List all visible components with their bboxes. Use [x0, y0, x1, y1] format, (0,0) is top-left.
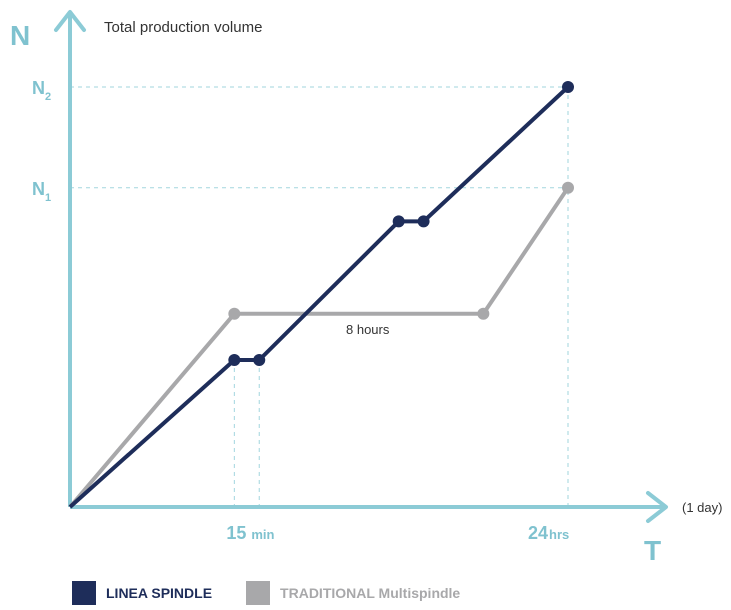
x-axis-letter: T: [644, 535, 661, 566]
annotation-8-hours: 8 hours: [346, 322, 390, 337]
y-axis-arrow: [54, 10, 86, 32]
x-tick-label-1: 24hrs: [528, 523, 569, 543]
tick-labels: N2 N1 15 min 24hrs: [32, 78, 569, 543]
series-line-1: [68, 186, 570, 509]
chart-title: Total production volume: [104, 19, 262, 36]
legend-swatch-traditional: [246, 581, 271, 605]
series-1-point-2: [477, 307, 490, 320]
y-tick-label-1: N1: [32, 179, 51, 204]
axes: [54, 10, 668, 523]
legend-label-linea: LINEA SPINDLE: [106, 585, 213, 601]
legend-item-traditional: TRADITIONAL Multispindle: [246, 581, 460, 605]
series-1-point-3: [562, 181, 574, 194]
series-0-point-4: [417, 215, 430, 228]
x-axis-arrow: [646, 491, 668, 523]
series-line-0: [68, 85, 570, 509]
legend-swatch-linea: [72, 581, 96, 605]
x-axis-note: (1 day): [682, 500, 722, 515]
legend-label-traditional: TRADITIONAL Multispindle: [280, 585, 461, 601]
series-0-point-5: [562, 81, 574, 93]
legend-item-linea: LINEA SPINDLE: [72, 581, 212, 605]
legend: LINEA SPINDLE TRADITIONAL Multispindle: [72, 581, 494, 605]
x-tick-label-0: 15 min: [226, 523, 274, 543]
series-0-point-2: [253, 354, 266, 366]
series-1-point-1: [228, 307, 241, 320]
series-layer: [68, 81, 574, 509]
y-tick-label-0: N2: [32, 78, 51, 103]
series-0-point-1: [228, 354, 241, 366]
guide-lines: [70, 86, 569, 507]
series-0-point-3: [392, 215, 405, 228]
y-axis-letter: N: [10, 20, 30, 51]
